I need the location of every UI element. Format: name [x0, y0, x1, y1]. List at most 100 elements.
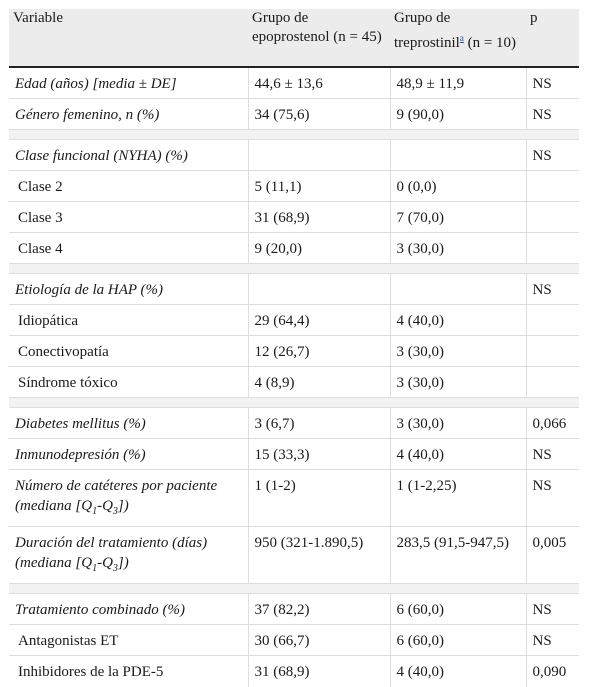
- cell-trep: 9 (90,0): [389, 98, 526, 130]
- cell-p: [525, 201, 579, 233]
- cell-trep: 6 (60,0): [389, 624, 526, 656]
- table-row: Clase 3 31 (68,9) 7 (70,0): [9, 201, 579, 233]
- section-divider: [9, 263, 579, 274]
- cell-trep: 6 (60,0): [389, 593, 526, 625]
- cell-p: [525, 366, 579, 398]
- cell-p: NS: [525, 624, 579, 656]
- row-label-text: Número de catéteres por paciente (median…: [15, 478, 218, 514]
- cell-p: [525, 304, 579, 336]
- subscript: 3: [112, 506, 118, 517]
- row-label-text: ]): [117, 555, 129, 571]
- cell-epo: 9 (20,0): [247, 232, 390, 264]
- cell-epo: 1 (1-2): [247, 469, 390, 527]
- cell-epo: 37 (82,2): [247, 593, 390, 625]
- row-label: Conectivopatía: [9, 335, 248, 367]
- cell-trep: 1 (1-2,25): [389, 469, 526, 527]
- row-label: Clase 3: [9, 201, 248, 233]
- header-treprostinil-n: (n = 10): [463, 35, 517, 51]
- cell-epo: 12 (26,7): [247, 335, 390, 367]
- section-divider: [9, 583, 579, 594]
- table-row: Síndrome tóxico 4 (8,9) 3 (30,0): [9, 366, 579, 398]
- table-row: Antagonistas ET 30 (66,7) 6 (60,0) NS: [9, 624, 579, 656]
- cell-p: 0,066: [525, 407, 579, 439]
- cell-trep: 4 (40,0): [389, 304, 526, 336]
- row-label-text: -Q: [97, 498, 113, 514]
- table-container: Variable Grupo de epoprostenol (n = 45) …: [9, 9, 579, 687]
- cell-p: [525, 335, 579, 367]
- row-label-text: ]): [117, 498, 129, 514]
- cell-trep: 4 (40,0): [389, 438, 526, 470]
- row-label: Antagonistas ET: [9, 624, 248, 656]
- row-label: Inmunodepresión (%): [9, 438, 248, 470]
- cell-epo: 30 (66,7): [247, 624, 390, 656]
- table-row: Edad (años) [media ± DE] 44,6 ± 13,6 48,…: [9, 66, 579, 99]
- cell-trep: 283,5 (91,5-947,5): [389, 526, 526, 584]
- row-label: Edad (años) [media ± DE]: [9, 66, 248, 99]
- cell-epo: 4 (8,9): [247, 366, 390, 398]
- footnote-link[interactable]: a: [459, 33, 464, 43]
- cell-epo: 3 (6,7): [247, 407, 390, 439]
- cell-p: NS: [525, 438, 579, 470]
- cell-p: NS: [525, 273, 579, 305]
- row-label: Diabetes mellitus (%): [9, 407, 248, 439]
- cell-p: NS: [525, 66, 579, 99]
- row-label: Clase 2: [9, 170, 248, 202]
- cell-p: [525, 232, 579, 264]
- table-row: Número de catéteres por paciente (median…: [9, 469, 579, 527]
- table-row: Inhibidores de la PDE-5 31 (68,9) 4 (40,…: [9, 655, 579, 687]
- cell-trep: 3 (30,0): [389, 232, 526, 264]
- table-header: Variable Grupo de epoprostenol (n = 45) …: [9, 9, 579, 67]
- cell-epo: 5 (11,1): [247, 170, 390, 202]
- cell-epo: 950 (321-1.890,5): [247, 526, 390, 584]
- table-row: Inmunodepresión (%) 15 (33,3) 4 (40,0) N…: [9, 438, 579, 470]
- cell-p: NS: [525, 98, 579, 130]
- cell-p: 0,005: [525, 526, 579, 584]
- cell-trep: 0 (0,0): [389, 170, 526, 202]
- row-label-text: -Q: [97, 555, 113, 571]
- row-label: Duración del tratamiento (días) (mediana…: [9, 526, 248, 584]
- table-row: Diabetes mellitus (%) 3 (6,7) 3 (30,0) 0…: [9, 407, 579, 439]
- cell-trep: 48,9 ± 11,9: [389, 66, 526, 99]
- table-row: Idiopática 29 (64,4) 4 (40,0): [9, 304, 579, 336]
- cell-trep: 3 (30,0): [389, 407, 526, 439]
- data-table: Variable Grupo de epoprostenol (n = 45) …: [9, 9, 579, 687]
- table-row: Clase 2 5 (11,1) 0 (0,0): [9, 170, 579, 202]
- table-row: Clase funcional (NYHA) (%) NS: [9, 139, 579, 171]
- cell-epo: 31 (68,9): [247, 655, 390, 687]
- cell-epo: 31 (68,9): [247, 201, 390, 233]
- row-label: Inhibidores de la PDE-5: [9, 655, 248, 687]
- cell-trep: 4 (40,0): [389, 655, 526, 687]
- subscript: 1: [92, 506, 98, 517]
- row-label: Etiología de la HAP (%): [9, 273, 248, 305]
- row-label: Género femenino, n (%): [9, 98, 248, 130]
- header-epoprostenol: Grupo de epoprostenol (n = 45): [248, 9, 390, 67]
- cell-p: 0,090: [525, 655, 579, 687]
- cell-p: NS: [525, 469, 579, 527]
- subscript: 1: [92, 563, 98, 574]
- cell-epo: 34 (75,6): [247, 98, 390, 130]
- cell-p: NS: [525, 593, 579, 625]
- table-row: Duración del tratamiento (días) (mediana…: [9, 526, 579, 584]
- row-label: Clase funcional (NYHA) (%): [9, 139, 248, 171]
- row-label: Clase 4: [9, 232, 248, 264]
- header-treprostinil-text: Grupo de treprostinil: [394, 10, 460, 51]
- section-divider: [9, 129, 579, 140]
- cell-epo: 15 (33,3): [247, 438, 390, 470]
- table-row: Clase 4 9 (20,0) 3 (30,0): [9, 232, 579, 264]
- row-label: Síndrome tóxico: [9, 366, 248, 398]
- cell-trep: 3 (30,0): [389, 366, 526, 398]
- row-label: Tratamiento combinado (%): [9, 593, 248, 625]
- cell-trep: 3 (30,0): [389, 335, 526, 367]
- cell-trep: 7 (70,0): [389, 201, 526, 233]
- cell-trep: [389, 139, 526, 171]
- row-label: Idiopática: [9, 304, 248, 336]
- cell-epo: 44,6 ± 13,6: [247, 66, 390, 99]
- table-row: Etiología de la HAP (%) NS: [9, 273, 579, 305]
- header-variable: Variable: [9, 9, 248, 67]
- section-divider: [9, 397, 579, 408]
- cell-epo: 29 (64,4): [247, 304, 390, 336]
- cell-epo: [247, 139, 390, 171]
- table-row: Conectivopatía 12 (26,7) 3 (30,0): [9, 335, 579, 367]
- row-label-text: Duración del tratamiento (días) (mediana…: [15, 535, 208, 571]
- header-treprostinil: Grupo de treprostinila (n = 10): [390, 9, 526, 67]
